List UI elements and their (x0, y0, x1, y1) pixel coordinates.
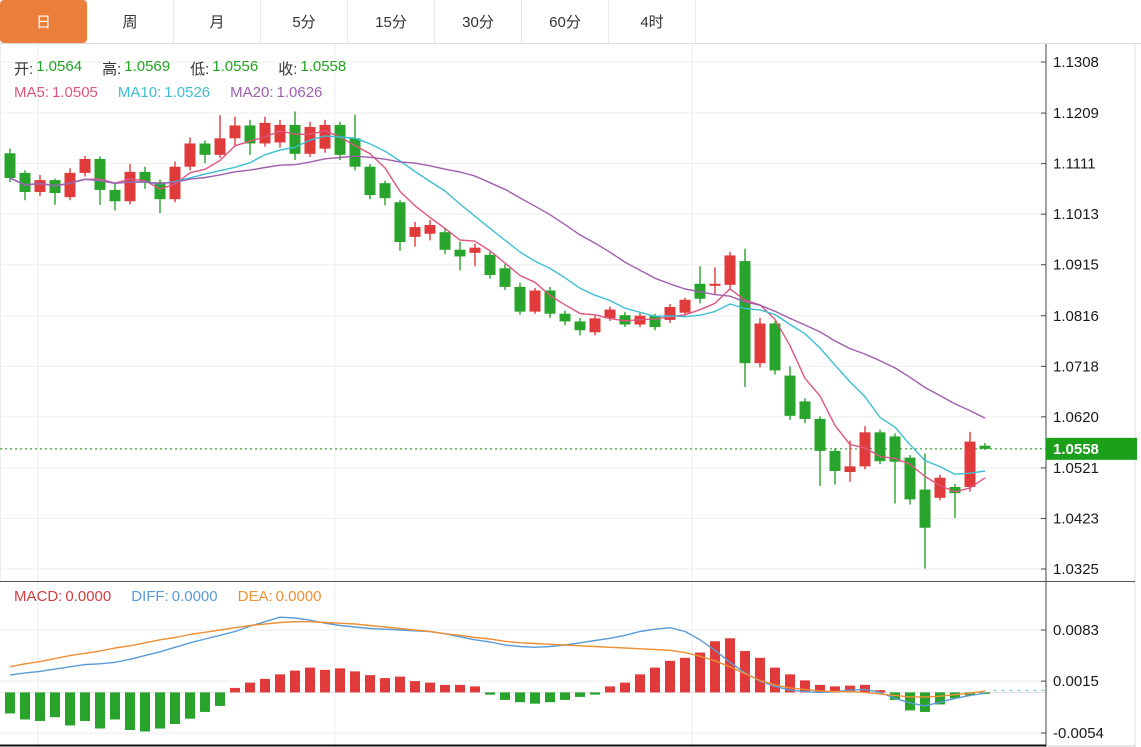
tab-5min[interactable]: 5分 (261, 0, 348, 43)
svg-text:1.0915: 1.0915 (1053, 257, 1099, 274)
svg-text:1.0325: 1.0325 (1053, 561, 1099, 578)
svg-text:1.0423: 1.0423 (1053, 510, 1099, 527)
svg-text:1.0521: 1.0521 (1053, 460, 1099, 477)
tab-month[interactable]: 月 (174, 0, 261, 43)
main-gridlines (0, 44, 1046, 581)
macd-value-axis: 0.0083 0.0015 -0.0054 (1041, 581, 1136, 747)
ma20-line (9, 155, 986, 419)
tab-15min[interactable]: 15分 (348, 0, 435, 43)
svg-text:1.1308: 1.1308 (1053, 54, 1099, 71)
tab-60min[interactable]: 60分 (522, 0, 609, 43)
svg-text:1.1013: 1.1013 (1053, 206, 1099, 223)
period-tabbar: 日周月 5分 15分 30分 60分 4时 (0, 0, 1141, 44)
svg-text:1.0620: 1.0620 (1053, 409, 1099, 426)
tab-day[interactable]: 日 (0, 0, 87, 43)
svg-text:0.0015: 0.0015 (1053, 673, 1099, 690)
ma5-line (9, 129, 986, 493)
svg-text:1.1111: 1.1111 (1053, 156, 1096, 173)
svg-text:-0.0054: -0.0054 (1053, 725, 1104, 742)
svg-text:1.0718: 1.0718 (1053, 358, 1099, 375)
dea-line (9, 621, 986, 698)
current-price-tag: 1.0558 (1046, 437, 1137, 460)
tab-30min[interactable]: 30分 (435, 0, 522, 43)
tab-4hour[interactable]: 4时 (609, 0, 696, 43)
macd-histogram (5, 638, 990, 732)
candles-layer (4, 111, 991, 569)
macd-gridlines (0, 581, 1046, 747)
main-price-axis: 1.1308 1.1209 1.1111 1.1013 1.0915 1.0816 1.07… (1041, 44, 1136, 581)
svg-text:0.0083: 0.0083 (1053, 622, 1099, 639)
diff-line (9, 616, 986, 707)
svg-text:1.0816: 1.0816 (1053, 308, 1099, 325)
svg-text:1.0558: 1.0558 (1053, 441, 1099, 458)
tab-week[interactable]: 周 (87, 0, 174, 43)
macd-chart[interactable]: 0.0083 0.0015 -0.0054 (0, 581, 1141, 747)
svg-text:1.1209: 1.1209 (1053, 105, 1099, 122)
candlestick-chart[interactable]: 1.1308 1.1209 1.1111 1.1013 1.0915 1.0816 1.07… (0, 44, 1141, 581)
